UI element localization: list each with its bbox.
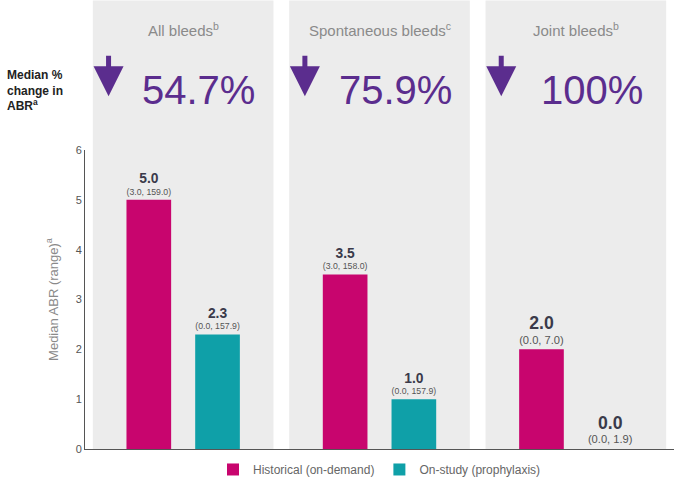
svg-text:2.3(0.0, 157.9): 2.3(0.0, 157.9): [195, 305, 240, 331]
svg-text:Historical (on-demand): Historical (on-demand): [253, 463, 374, 477]
svg-text:Median ABR (range)​a​: Median ABR (range)​a​: [44, 237, 60, 361]
svg-text:1.0(0.0, 157.9): 1.0(0.0, 157.9): [392, 370, 437, 396]
svg-text:Joint bleeds​b​: Joint bleeds​b​: [533, 20, 619, 39]
svg-text:Spontaneous bleeds​c​: Spontaneous bleeds​c​: [309, 20, 451, 39]
svg-text:5.0(3.0, 159.0): 5.0(3.0, 159.0): [127, 170, 172, 196]
svg-text:0: 0: [76, 443, 82, 455]
svg-text:All bleeds​b​: All bleeds​b​: [148, 20, 219, 39]
svg-text:2: 2: [76, 343, 82, 355]
svg-text:1: 1: [76, 393, 82, 405]
svg-text:3: 3: [76, 293, 82, 305]
svg-text:3.5(3.0, 158.0): 3.5(3.0, 158.0): [323, 245, 368, 271]
svg-text:4: 4: [76, 244, 82, 256]
svg-text:100%: 100%: [541, 68, 643, 112]
svg-text:0.0(0.0, 1.9): 0.0(0.0, 1.9): [588, 413, 633, 446]
svg-text:75.9%: 75.9%: [339, 68, 452, 112]
svg-text:6: 6: [76, 144, 82, 156]
svg-text:2.0(0.0, 7.0): 2.0(0.0, 7.0): [519, 313, 564, 346]
svg-text:On-study (prophylaxis): On-study (prophylaxis): [419, 463, 540, 477]
svg-text:54.7%: 54.7%: [142, 68, 255, 112]
svg-text:5: 5: [76, 194, 82, 206]
svg-text:Median %change inABR​a​: Median %change inABR​a​: [7, 68, 63, 113]
